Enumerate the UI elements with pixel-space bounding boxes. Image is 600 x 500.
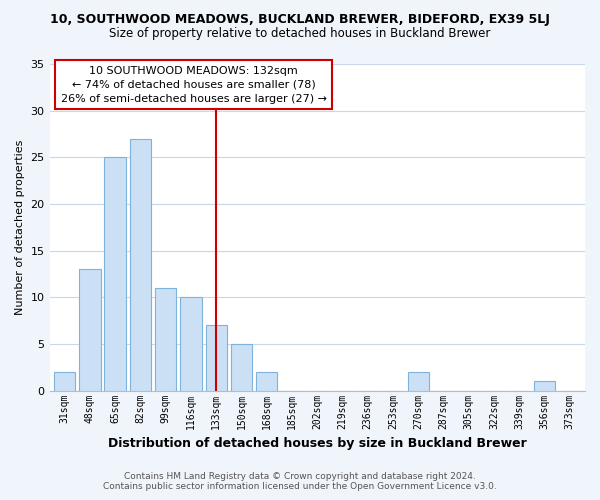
Text: Size of property relative to detached houses in Buckland Brewer: Size of property relative to detached ho… xyxy=(109,28,491,40)
Text: 10, SOUTHWOOD MEADOWS, BUCKLAND BREWER, BIDEFORD, EX39 5LJ: 10, SOUTHWOOD MEADOWS, BUCKLAND BREWER, … xyxy=(50,12,550,26)
Text: Contains HM Land Registry data © Crown copyright and database right 2024.
Contai: Contains HM Land Registry data © Crown c… xyxy=(103,472,497,491)
Bar xyxy=(54,372,76,390)
Bar xyxy=(104,158,126,390)
Bar xyxy=(206,326,227,390)
Bar xyxy=(407,372,429,390)
Bar xyxy=(155,288,176,390)
Bar xyxy=(256,372,277,390)
Bar xyxy=(130,138,151,390)
Bar xyxy=(534,382,556,390)
Bar xyxy=(79,270,101,390)
Bar xyxy=(231,344,252,391)
X-axis label: Distribution of detached houses by size in Buckland Brewer: Distribution of detached houses by size … xyxy=(108,437,527,450)
Text: 10 SOUTHWOOD MEADOWS: 132sqm
← 74% of detached houses are smaller (78)
26% of se: 10 SOUTHWOOD MEADOWS: 132sqm ← 74% of de… xyxy=(61,66,326,104)
Y-axis label: Number of detached properties: Number of detached properties xyxy=(15,140,25,315)
Bar xyxy=(180,298,202,390)
